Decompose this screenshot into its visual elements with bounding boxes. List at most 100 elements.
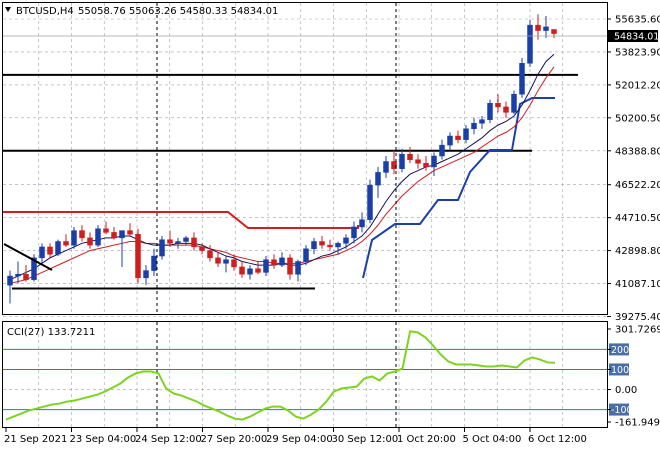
- bull-candle: [95, 228, 101, 246]
- bear-candle: [415, 159, 421, 164]
- period-separators: [156, 3, 397, 314]
- bear-candle: [239, 266, 245, 275]
- bull-candle: [71, 230, 77, 246]
- bull-candle: [543, 26, 549, 31]
- bear-candle: [327, 244, 333, 248]
- bull-candle: [183, 237, 189, 242]
- bull-candle: [39, 246, 45, 259]
- price-axis-label: 44710.50: [615, 213, 660, 224]
- time-axis-label: 5 Oct 04:00: [463, 434, 522, 445]
- bear-candle: [47, 246, 53, 255]
- time-axis-label: 6 Oct 12:00: [528, 434, 587, 445]
- bear-candle: [503, 106, 509, 113]
- bull-candle: [511, 93, 517, 113]
- bull-candle: [223, 259, 229, 264]
- bear-candle: [23, 273, 29, 280]
- bear-candle: [551, 29, 557, 34]
- bear-candle: [87, 237, 93, 246]
- candles: [7, 14, 557, 304]
- indicator-axis-label: -100: [611, 405, 633, 416]
- bear-candle: [191, 237, 197, 248]
- indicator-axis-label: 200: [611, 345, 629, 356]
- trendline[interactable]: [3, 243, 53, 271]
- bull-candle: [479, 119, 485, 124]
- bull-candle: [431, 155, 437, 168]
- cci-levels: [3, 348, 607, 411]
- bull-candle: [119, 230, 125, 239]
- indicator-axis-label: -161.9499: [615, 418, 660, 429]
- time-axis-label: 30 Sep 12:00: [332, 434, 399, 445]
- bull-candle: [447, 135, 453, 146]
- bull-candle: [487, 103, 493, 120]
- bull-candle: [463, 128, 469, 140]
- bull-candle: [31, 257, 37, 280]
- bull-candle: [527, 24, 533, 64]
- bull-candle: [7, 275, 13, 286]
- symbol-label: BTCUSD,H4: [16, 6, 74, 17]
- cci-level-tag: [609, 343, 629, 356]
- time-axis-label: 1 Oct 20:00: [397, 434, 456, 445]
- bull-candle: [471, 123, 477, 130]
- bear-candle: [319, 241, 325, 246]
- collapse-arrow-icon[interactable]: [5, 7, 11, 12]
- bull-candle: [311, 241, 317, 250]
- bull-candle: [247, 268, 253, 275]
- bull-candle: [335, 243, 341, 248]
- main-panel-border: [2, 2, 608, 315]
- bull-candle: [359, 219, 365, 228]
- indicator-axis-label: 100: [611, 365, 629, 376]
- bear-candle: [271, 259, 277, 266]
- bull-candle: [159, 239, 165, 257]
- price-axis-label: 52012.20: [615, 80, 660, 91]
- price-axis-label: 48388.80: [615, 146, 660, 157]
- bear-candle: [79, 230, 85, 239]
- price-axis-label: 55635.60: [615, 15, 660, 26]
- indicator-axis-label: 301.7269: [615, 325, 660, 336]
- bull-candle: [343, 237, 349, 244]
- price-axis-label: 42898.80: [615, 246, 660, 257]
- bear-candle: [287, 257, 293, 275]
- bull-candle: [151, 255, 157, 271]
- price-axis-label: 46522.20: [615, 180, 660, 191]
- price-axis-label: 50200.50: [615, 113, 660, 124]
- bear-candle: [255, 268, 261, 273]
- bear-candle: [63, 241, 69, 246]
- price-channel: [3, 97, 555, 279]
- bear-candle: [167, 239, 173, 244]
- bear-candle: [215, 257, 221, 264]
- bull-candle: [303, 248, 309, 262]
- bull-candle: [399, 153, 405, 170]
- time-axis-label: 23 Sep 04:00: [70, 434, 137, 445]
- price-axis-label: 39275.40: [615, 312, 660, 323]
- bear-candle: [231, 259, 237, 268]
- price-axis[interactable]: 55635.60 53823.90 52012.20 50200.50 48388.80…: [607, 15, 660, 324]
- bull-candle: [143, 270, 149, 279]
- ohlc-label: 55058.76 55063.26 54580.33 54834.01: [78, 6, 278, 17]
- bull-candle: [383, 161, 389, 173]
- bull-candle: [55, 241, 61, 255]
- price-axis-label: 53823.90: [615, 47, 660, 58]
- indicator-panel[interactable]: CCI(27) 133.7211: [2, 321, 608, 428]
- bear-candle: [127, 230, 133, 235]
- indicator-axis[interactable]: 301.7269 200 100 0.00 -100 -161.9499: [607, 325, 660, 429]
- cci-line: [5, 330, 556, 421]
- bear-candle: [103, 228, 109, 233]
- bull-candle: [439, 144, 445, 157]
- bull-candle: [279, 257, 285, 266]
- bull-candle: [375, 172, 381, 186]
- current-price-value: 54834.01: [614, 32, 659, 43]
- bull-candle: [367, 184, 373, 220]
- bear-candle: [207, 250, 213, 259]
- bull-candle: [15, 273, 21, 277]
- time-axis-label: 29 Sep 04:00: [266, 434, 333, 445]
- channel-upper-line: [3, 211, 359, 229]
- price-axis-label: 41087.10: [615, 279, 660, 290]
- bear-candle: [535, 24, 541, 31]
- bull-candle: [519, 63, 525, 95]
- channel-lower-line: [362, 97, 555, 279]
- cci-level-tag: [609, 363, 629, 376]
- main-panel[interactable]: BTCUSD,H4 55058.76 55063.26 54580.33 548…: [2, 2, 608, 317]
- bull-candle: [263, 259, 269, 273]
